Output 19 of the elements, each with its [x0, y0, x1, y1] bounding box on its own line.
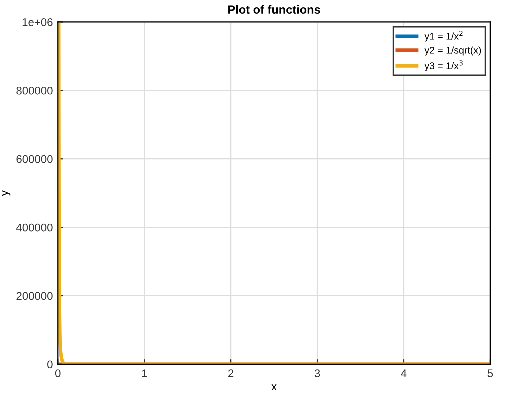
y-tick-label: 200000: [16, 292, 53, 300]
chart-title: Plot of functions: [228, 5, 320, 14]
x-tick-label: 1: [142, 370, 148, 378]
x-tick-label: 2: [228, 370, 234, 378]
x-tick-label: 3: [314, 370, 320, 378]
legend-label: y3 = 1/x$^{3}$: [424, 60, 463, 72]
x-tick-label: 5: [488, 370, 494, 378]
x-tick-label: 4: [401, 370, 407, 378]
x-axis-title: x: [272, 384, 277, 390]
y-tick-label: 600000: [16, 155, 53, 164]
legend-label: y1 = 1/x$^{2}$: [424, 30, 463, 42]
line-series: [58, 22, 490, 364]
legend-label: y2 = 1/sqrt(x): [424, 46, 482, 56]
y-tick-label: 800000: [16, 86, 53, 95]
y-tick-label: 0: [48, 360, 53, 369]
x-tick-label: 0: [55, 370, 61, 378]
y-tick-label: 1e+06: [22, 18, 53, 26]
y-tick-label: 400000: [16, 224, 53, 232]
y-axis-title: y: [2, 190, 11, 196]
